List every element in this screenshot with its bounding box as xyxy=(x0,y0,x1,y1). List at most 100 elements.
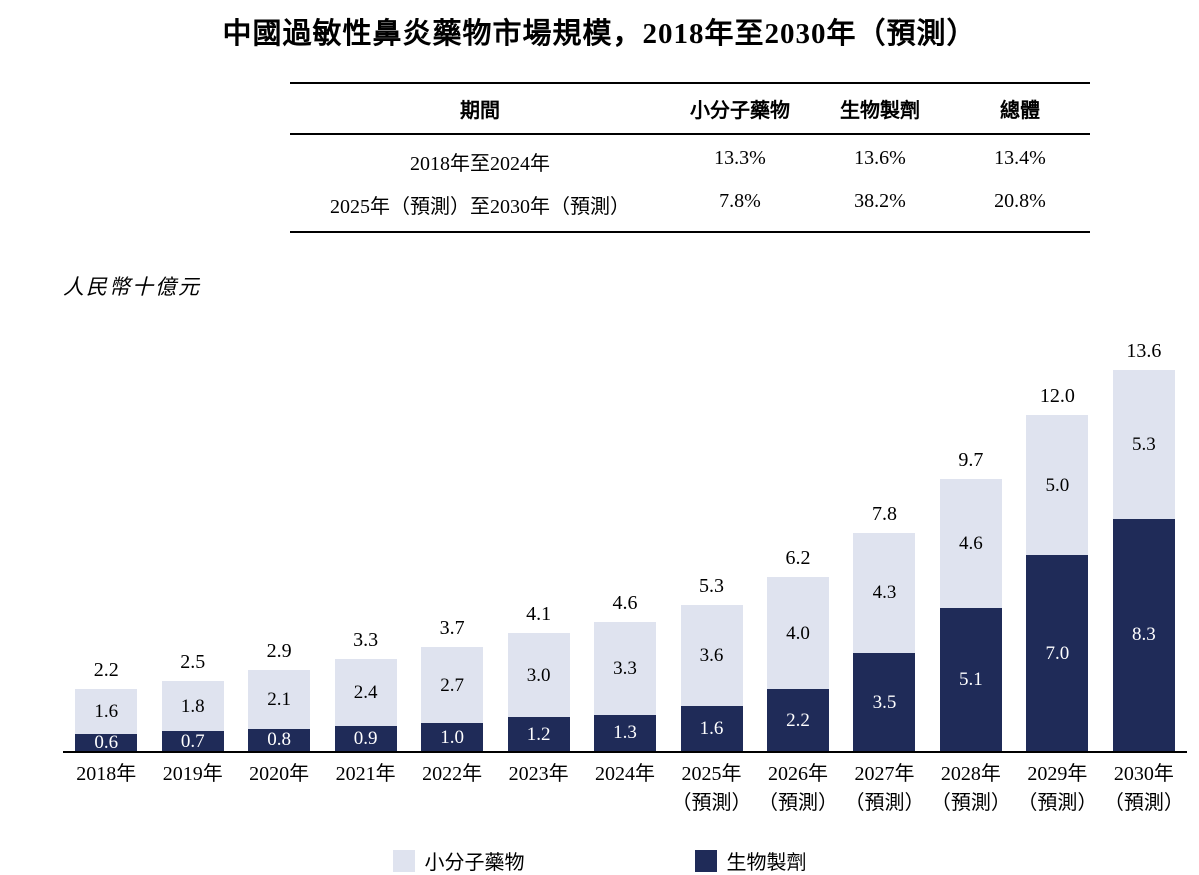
table-cell: 13.4% xyxy=(994,147,1046,169)
x-axis-label: 2027年 （預測） xyxy=(844,763,925,814)
legend-item: 小分子藥物 xyxy=(392,846,525,875)
table-header-cell: 期間 xyxy=(460,100,500,122)
bar-column: 5.3 3.6 1.6 xyxy=(668,359,754,751)
segment-biologics: 3.5 xyxy=(853,653,916,751)
stacked-bar: 4.0 2.2 xyxy=(766,577,829,751)
segment-small-molecule: 4.3 xyxy=(853,532,916,653)
bar-column: 7.8 4.3 3.5 xyxy=(841,359,927,751)
stacked-bar: 3.0 1.2 xyxy=(507,633,570,751)
x-axis-label: 2023年 xyxy=(508,763,569,785)
bar-total-label: 12.0 xyxy=(1039,385,1075,407)
bar-total-label: 4.6 xyxy=(612,592,638,615)
table-header-cell: 小分子藥物 xyxy=(690,100,790,122)
stacked-bar: 1.8 0.7 xyxy=(161,681,224,751)
segment-small-molecule: 2.7 xyxy=(421,647,484,723)
stacked-bar: 2.1 0.8 xyxy=(248,669,311,751)
segment-small-molecule: 3.6 xyxy=(680,605,743,707)
stacked-bar: 2.4 0.9 xyxy=(334,658,397,751)
segment-small-molecule: 5.3 xyxy=(1112,370,1175,519)
table-cell: 20.8% xyxy=(994,190,1046,212)
bar-column: 9.7 4.6 5.1 xyxy=(928,359,1014,751)
x-axis-label: 2029年 （預測） xyxy=(1017,763,1098,814)
table-header-cell: 生物製劑 xyxy=(840,100,920,122)
bar-column: 2.9 2.1 0.8 xyxy=(236,359,322,751)
chart-legend: 小分子藥物 生物製劑 xyxy=(0,846,1199,875)
segment-small-molecule: 5.0 xyxy=(1026,415,1089,555)
stacked-bar: 3.6 1.6 xyxy=(680,605,743,751)
segment-small-molecule: 2.4 xyxy=(334,658,397,726)
bar-total-label: 3.3 xyxy=(353,628,379,651)
segment-biologics: 1.0 xyxy=(421,723,484,751)
table-cell: 13.3% xyxy=(714,147,766,169)
legend-label: 小分子藥物 xyxy=(424,852,525,874)
segment-biologics: 1.3 xyxy=(594,714,657,751)
bar-column: 4.1 3.0 1.2 xyxy=(495,359,581,751)
stacked-bar: 2.7 1.0 xyxy=(421,647,484,751)
bar-total-label: 9.7 xyxy=(958,449,984,472)
segment-biologics: 5.1 xyxy=(939,608,1002,751)
x-axis-label: 2021年 xyxy=(335,763,396,785)
segment-biologics: 7.0 xyxy=(1026,555,1089,751)
x-axis-label: 2024年 xyxy=(595,763,656,785)
stacked-bar: 4.6 5.1 xyxy=(939,479,1002,751)
x-axis-label: 2026年 （預測） xyxy=(757,763,838,814)
bar-column: 12.0 5.0 7.0 xyxy=(1014,359,1100,751)
bar-column: 6.2 4.0 2.2 xyxy=(755,359,841,751)
segment-biologics: 8.3 xyxy=(1112,518,1175,751)
stacked-bar: 5.0 7.0 xyxy=(1026,415,1089,751)
cagr-table-body: 2018年至2024年 13.3% 13.6% 13.4% 2025年（預測）至2030… xyxy=(290,135,1090,231)
stacked-bar: 1.6 0.6 xyxy=(75,689,138,752)
x-axis-label: 2022年 xyxy=(422,763,483,785)
bar-total-label: 2.9 xyxy=(266,639,292,662)
legend-label: 生物製劑 xyxy=(726,852,807,874)
stacked-bar: 3.3 1.3 xyxy=(594,622,657,751)
segment-small-molecule: 1.8 xyxy=(161,681,224,732)
table-row: 2018年至2024年 13.3% 13.6% 13.4% xyxy=(290,135,1090,183)
cagr-table-header-row: 期間 小分子藥物 生物製劑 總體 xyxy=(290,84,1090,135)
table-row: 2025年（預測）至2030年（預測） 7.8% 38.2% 20.8% xyxy=(290,183,1090,231)
bar-total-label: 5.3 xyxy=(699,575,725,598)
bar-total-label: 4.1 xyxy=(526,603,552,626)
bar-column: 4.6 3.3 1.3 xyxy=(582,359,668,751)
bar-total-label: 13.6 xyxy=(1126,340,1162,363)
bar-column: 3.7 2.7 1.0 xyxy=(409,359,495,751)
bar-total-label: 6.2 xyxy=(785,547,811,570)
x-axis-line xyxy=(63,751,1187,753)
bar-total-label: 2.5 xyxy=(180,651,206,673)
segment-biologics: 0.6 xyxy=(75,733,138,752)
segment-small-molecule: 3.3 xyxy=(594,622,657,715)
table-cell: 2025年（預測）至2030年（預測） xyxy=(330,196,630,218)
x-axis-label: 2030年 （預測） xyxy=(1103,763,1184,814)
table-cell: 2018年至2024年 xyxy=(410,153,550,175)
page-title: 中國過敏性鼻炎藥物市場規模，2018年至2030年（預測） xyxy=(222,18,977,50)
x-axis-label: 2018年 xyxy=(76,763,137,785)
segment-small-molecule: 4.6 xyxy=(939,479,1002,609)
bar-total-label: 2.2 xyxy=(93,659,119,682)
x-axis-label: 2025年 （預測） xyxy=(671,763,752,814)
legend-item: 生物製劑 xyxy=(694,846,807,875)
y-axis-unit-label: 人民幣十億元 xyxy=(63,275,201,299)
bar-total-label: 7.8 xyxy=(871,502,897,525)
bar-column: 3.3 2.4 0.9 xyxy=(322,359,408,751)
x-axis-label: 2028年 （預測） xyxy=(930,763,1011,814)
x-axis-label: 2020年 xyxy=(249,763,310,785)
table-header-cell: 總體 xyxy=(1000,100,1040,122)
segment-biologics: 2.2 xyxy=(766,689,829,751)
segment-small-molecule: 2.1 xyxy=(248,669,311,729)
table-cell: 38.2% xyxy=(854,190,906,212)
segment-small-molecule: 4.0 xyxy=(766,577,829,690)
table-cell: 13.6% xyxy=(854,147,906,169)
segment-biologics: 0.9 xyxy=(334,725,397,751)
segment-small-molecule: 1.6 xyxy=(75,689,138,735)
table-cell: 7.8% xyxy=(719,190,761,212)
bar-column: 13.6 5.3 8.3 xyxy=(1101,341,1187,751)
x-axis-label: 2019年 xyxy=(162,763,223,785)
segment-biologics: 0.8 xyxy=(248,728,311,751)
chart-page: 中國過敏性鼻炎藥物市場規模，2018年至2030年（預測） 期間 小分子藥物 生物製… xyxy=(63,18,1187,874)
legend-swatch-small-molecule xyxy=(392,849,415,872)
segment-small-molecule: 3.0 xyxy=(507,633,570,718)
segment-biologics: 1.6 xyxy=(680,706,743,751)
stacked-bar: 5.3 8.3 xyxy=(1112,370,1175,751)
stacked-bar-chart: 2.2 1.6 0.6 2.5 1.8 0.7 2.9 2.1 0.8 3.3 2.4 0.9 3.7 2… xyxy=(63,341,1187,818)
legend-swatch-biologics xyxy=(694,849,717,872)
